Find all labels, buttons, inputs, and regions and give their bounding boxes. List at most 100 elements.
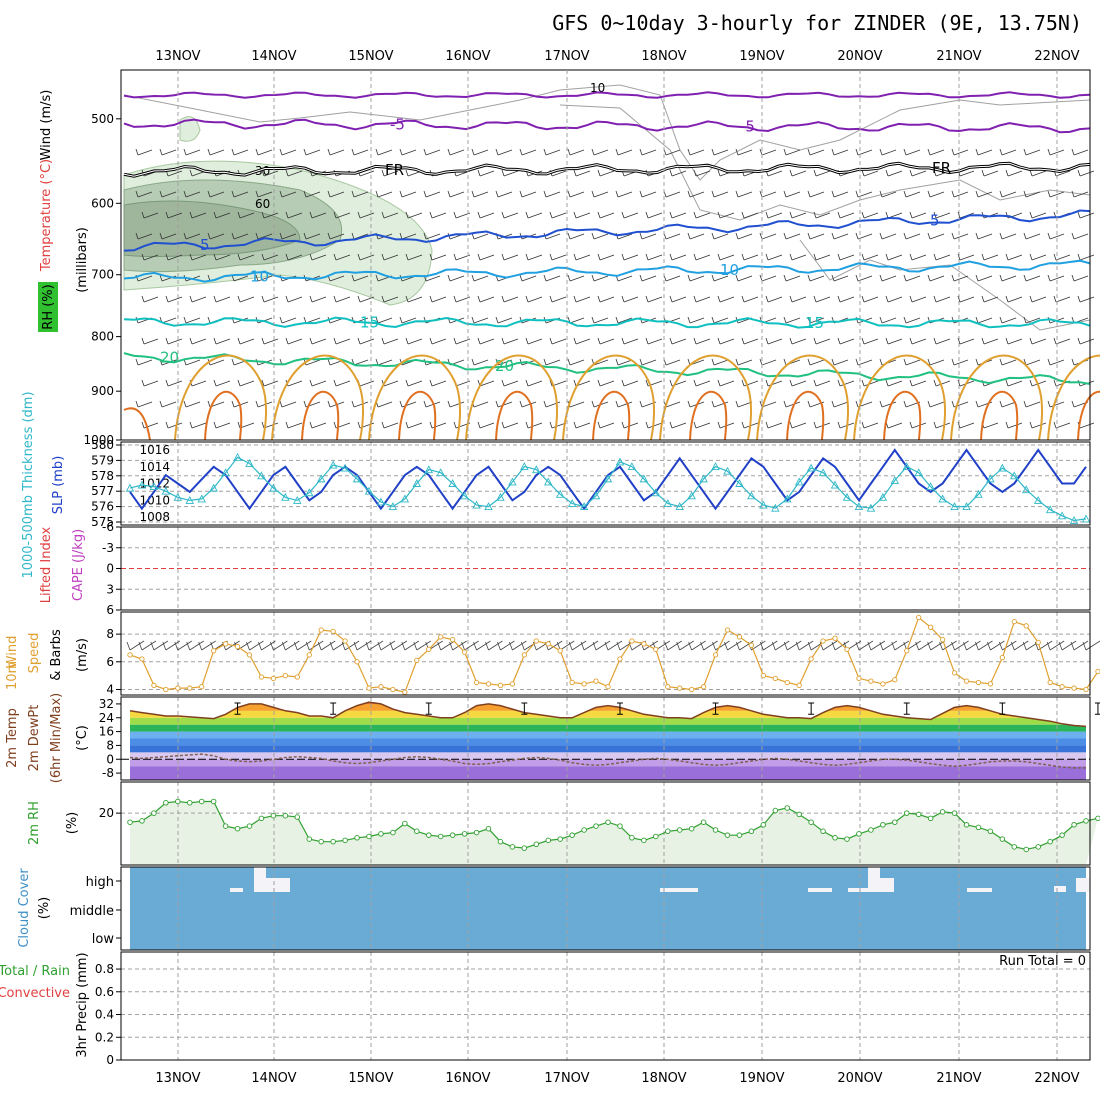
wind-barb <box>981 253 999 261</box>
wind-barb <box>429 379 447 387</box>
wind-barb <box>591 190 609 198</box>
wind-barb <box>693 211 711 219</box>
rh-shade-small <box>179 116 201 142</box>
rh-point <box>234 825 241 832</box>
wind-barb <box>309 253 327 261</box>
wind-speed-point <box>438 634 444 640</box>
wind-barb <box>837 295 855 303</box>
wind-barb <box>717 379 735 387</box>
wind-barb <box>807 316 825 324</box>
wind-barb <box>765 421 783 429</box>
wind-barb <box>207 190 225 198</box>
temp-band-9 <box>130 703 1086 711</box>
isotherm-0 <box>123 118 1091 134</box>
rh-point <box>366 833 372 840</box>
rh-point <box>987 828 994 835</box>
wind-barb <box>669 169 687 177</box>
rh-point <box>414 828 420 835</box>
rh-point <box>760 822 767 828</box>
wind-barb <box>855 232 873 240</box>
thickness-point <box>830 480 840 489</box>
wind-barb <box>855 190 873 198</box>
wind-barb <box>549 295 567 303</box>
isotherm-2 <box>123 209 1091 252</box>
wind-speed-point <box>665 684 671 690</box>
wind-barb <box>135 232 153 240</box>
thickness-point <box>448 479 457 487</box>
thickness-point <box>1045 505 1055 514</box>
temp-band-8 <box>130 710 1086 718</box>
lifted-index-ytick-2-label: 0 <box>106 562 114 576</box>
isotherm-label-2: 5 <box>200 236 210 254</box>
wind-barb <box>447 190 465 198</box>
thickness-point <box>293 495 302 504</box>
wind-barb <box>591 232 609 240</box>
wind-speed-point <box>509 681 516 687</box>
wind-barb <box>189 253 207 261</box>
wind-speed-point <box>892 677 898 683</box>
wind-barb <box>255 232 273 240</box>
wind-barb <box>447 400 465 408</box>
wind-barb <box>381 337 399 345</box>
wind-barb <box>735 190 753 198</box>
sfc-wind-barb <box>568 640 587 651</box>
sfc-wind-barb <box>281 640 300 651</box>
wind-barb <box>663 190 681 198</box>
thickness-point <box>591 491 601 500</box>
wind-barb <box>789 295 807 303</box>
wind-barb <box>741 295 759 303</box>
sfc-wind-barb <box>258 640 276 651</box>
rh-point <box>330 838 336 845</box>
wind-speed-point <box>330 628 336 635</box>
wind-barb <box>669 253 687 261</box>
sfc-wind-barb <box>592 640 611 651</box>
wind-speed-point <box>880 681 886 687</box>
wind-barb <box>543 190 561 198</box>
bl-contour-25 <box>271 354 364 441</box>
rh-point <box>1011 844 1018 850</box>
wind-barb <box>399 148 417 156</box>
wind-speed-point <box>617 656 623 662</box>
wind-barb <box>909 295 927 303</box>
wind-barb <box>951 274 969 282</box>
wind-barb <box>285 169 303 177</box>
sfc-wind-barb <box>437 640 455 651</box>
wind-barb <box>663 358 681 366</box>
rh-point <box>163 800 169 806</box>
bl-contour-25 <box>465 354 558 441</box>
ylabel-minmax: (6hr Min/Max) <box>49 693 64 783</box>
wind-barb <box>1077 211 1095 219</box>
wind-barb <box>903 274 921 282</box>
wind-barb <box>951 148 969 156</box>
rh-point <box>139 818 145 824</box>
wind-speed-point <box>760 672 766 679</box>
wind-barb <box>813 253 831 261</box>
thickness-point <box>484 502 493 511</box>
temp-band-3 <box>130 745 1086 753</box>
thickness-point <box>711 462 720 471</box>
thickness-point <box>173 492 183 501</box>
wind-barb <box>1029 337 1047 345</box>
rh-ytick-0-label: 20 <box>99 806 114 820</box>
bl-contour-30 <box>1077 390 1100 441</box>
sfc-wind-barb <box>485 640 503 651</box>
wind-speed-point <box>485 681 492 687</box>
temp-band-5 <box>130 731 1086 739</box>
rh-point <box>390 829 396 836</box>
thickness-slp-frame <box>120 441 1091 526</box>
wind-barb <box>357 379 375 387</box>
wind-speed-point <box>473 679 480 686</box>
sfc-wind-barb <box>1082 640 1100 651</box>
thickness-point <box>1033 495 1043 504</box>
wind-speed-point <box>963 678 970 684</box>
rh-area <box>130 801 1098 865</box>
rh-point <box>342 837 348 844</box>
rh-point <box>975 824 982 831</box>
ylabel-wind-10m: Wind <box>5 636 20 669</box>
temp-minmax-bar <box>425 702 432 715</box>
rh-point <box>939 809 946 815</box>
precip-ytick-1-label: 0.2 <box>95 1030 114 1044</box>
wind-barb <box>183 148 201 156</box>
wind-barb <box>1005 337 1023 345</box>
ylabel-precip: 3hr Precip (mm) <box>75 952 90 1057</box>
